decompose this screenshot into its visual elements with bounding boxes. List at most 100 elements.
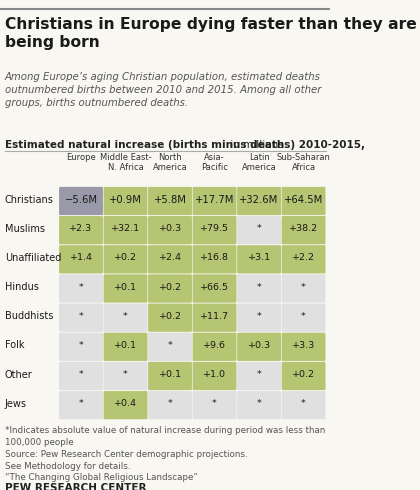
- Text: +0.3: +0.3: [158, 224, 181, 233]
- Text: −5.6M: −5.6M: [65, 195, 97, 205]
- Text: +0.2: +0.2: [114, 253, 137, 263]
- FancyBboxPatch shape: [237, 245, 281, 273]
- Text: Hindus: Hindus: [5, 282, 39, 292]
- Text: Estimated natural increase (births minus deaths) 2010-2015,: Estimated natural increase (births minus…: [5, 140, 365, 150]
- Text: *: *: [79, 312, 84, 321]
- FancyBboxPatch shape: [193, 391, 236, 419]
- FancyBboxPatch shape: [282, 362, 326, 390]
- Text: +1.0: +1.0: [203, 370, 226, 379]
- Text: +0.1: +0.1: [158, 370, 181, 379]
- Text: +0.9M: +0.9M: [109, 195, 142, 205]
- Text: +66.5: +66.5: [200, 283, 229, 292]
- FancyBboxPatch shape: [282, 274, 326, 303]
- Text: +5.8M: +5.8M: [154, 195, 186, 205]
- Text: +9.6: +9.6: [203, 341, 226, 350]
- Text: *: *: [257, 312, 261, 321]
- FancyBboxPatch shape: [237, 333, 281, 361]
- Text: Jews: Jews: [5, 399, 26, 409]
- FancyBboxPatch shape: [282, 333, 326, 361]
- Text: *: *: [123, 312, 128, 321]
- FancyBboxPatch shape: [148, 303, 192, 332]
- FancyBboxPatch shape: [237, 303, 281, 332]
- Text: +79.5: +79.5: [200, 224, 229, 233]
- FancyBboxPatch shape: [104, 333, 147, 361]
- Text: *: *: [79, 341, 84, 350]
- Text: *: *: [257, 399, 261, 408]
- FancyBboxPatch shape: [193, 216, 236, 245]
- FancyBboxPatch shape: [193, 303, 236, 332]
- FancyBboxPatch shape: [104, 216, 147, 245]
- Text: *: *: [301, 283, 306, 292]
- FancyBboxPatch shape: [148, 362, 192, 390]
- FancyBboxPatch shape: [104, 391, 147, 419]
- Text: +38.2: +38.2: [289, 224, 318, 233]
- Text: +0.4: +0.4: [114, 399, 137, 408]
- FancyBboxPatch shape: [282, 245, 326, 273]
- FancyBboxPatch shape: [193, 362, 236, 390]
- Text: +0.2: +0.2: [292, 370, 315, 379]
- FancyBboxPatch shape: [148, 274, 192, 303]
- Text: +2.4: +2.4: [158, 253, 181, 263]
- Text: *: *: [257, 224, 261, 233]
- FancyBboxPatch shape: [148, 391, 192, 419]
- Text: +3.1: +3.1: [247, 253, 270, 263]
- Text: *: *: [79, 370, 84, 379]
- Text: +1.4: +1.4: [69, 253, 92, 263]
- Text: *: *: [79, 399, 84, 408]
- Text: *: *: [301, 312, 306, 321]
- Text: Unaffiliated: Unaffiliated: [5, 253, 61, 263]
- Text: +0.1: +0.1: [114, 283, 137, 292]
- Text: *Indicates absolute value of natural increase during period was less than
100,00: *Indicates absolute value of natural inc…: [5, 426, 325, 482]
- Text: +17.7M: +17.7M: [195, 195, 234, 205]
- FancyBboxPatch shape: [59, 391, 103, 419]
- FancyBboxPatch shape: [193, 187, 236, 215]
- Text: *: *: [79, 283, 84, 292]
- FancyBboxPatch shape: [59, 274, 103, 303]
- Text: Muslims: Muslims: [5, 224, 45, 234]
- FancyBboxPatch shape: [104, 245, 147, 273]
- FancyBboxPatch shape: [282, 303, 326, 332]
- FancyBboxPatch shape: [237, 274, 281, 303]
- FancyBboxPatch shape: [193, 274, 236, 303]
- FancyBboxPatch shape: [59, 216, 103, 245]
- Text: *: *: [257, 370, 261, 379]
- FancyBboxPatch shape: [104, 187, 147, 215]
- Text: Sub-Saharan
Africa: Sub-Saharan Africa: [277, 153, 331, 172]
- Text: *: *: [257, 283, 261, 292]
- Text: +0.2: +0.2: [158, 312, 181, 321]
- FancyBboxPatch shape: [148, 333, 192, 361]
- Text: +0.1: +0.1: [114, 341, 137, 350]
- FancyBboxPatch shape: [237, 391, 281, 419]
- Text: +2.3: +2.3: [69, 224, 92, 233]
- Text: +32.6M: +32.6M: [239, 195, 279, 205]
- Text: Middle East-
N. Africa: Middle East- N. Africa: [100, 153, 151, 172]
- Text: +64.5M: +64.5M: [284, 195, 323, 205]
- Text: North
America: North America: [152, 153, 187, 172]
- FancyBboxPatch shape: [282, 391, 326, 419]
- Text: +16.8: +16.8: [200, 253, 229, 263]
- FancyBboxPatch shape: [282, 216, 326, 245]
- Text: *: *: [168, 341, 172, 350]
- Text: Folk: Folk: [5, 341, 24, 350]
- Text: +3.3: +3.3: [292, 341, 315, 350]
- FancyBboxPatch shape: [59, 362, 103, 390]
- Text: in millions: in millions: [226, 140, 283, 150]
- Text: Among Europe’s aging Christian population, estimated deaths
outnumbered births b: Among Europe’s aging Christian populatio…: [5, 72, 321, 108]
- FancyBboxPatch shape: [59, 333, 103, 361]
- Text: *: *: [168, 399, 172, 408]
- Text: *: *: [212, 399, 217, 408]
- Text: +32.1: +32.1: [111, 224, 140, 233]
- FancyBboxPatch shape: [59, 187, 103, 215]
- FancyBboxPatch shape: [104, 362, 147, 390]
- FancyBboxPatch shape: [282, 187, 326, 215]
- FancyBboxPatch shape: [193, 333, 236, 361]
- Text: +11.7: +11.7: [200, 312, 229, 321]
- FancyBboxPatch shape: [59, 303, 103, 332]
- FancyBboxPatch shape: [148, 245, 192, 273]
- FancyBboxPatch shape: [104, 274, 147, 303]
- FancyBboxPatch shape: [237, 216, 281, 245]
- Text: Christians in Europe dying faster than they are
being born: Christians in Europe dying faster than t…: [5, 17, 416, 50]
- FancyBboxPatch shape: [59, 245, 103, 273]
- Text: *: *: [123, 370, 128, 379]
- Text: +0.3: +0.3: [247, 341, 270, 350]
